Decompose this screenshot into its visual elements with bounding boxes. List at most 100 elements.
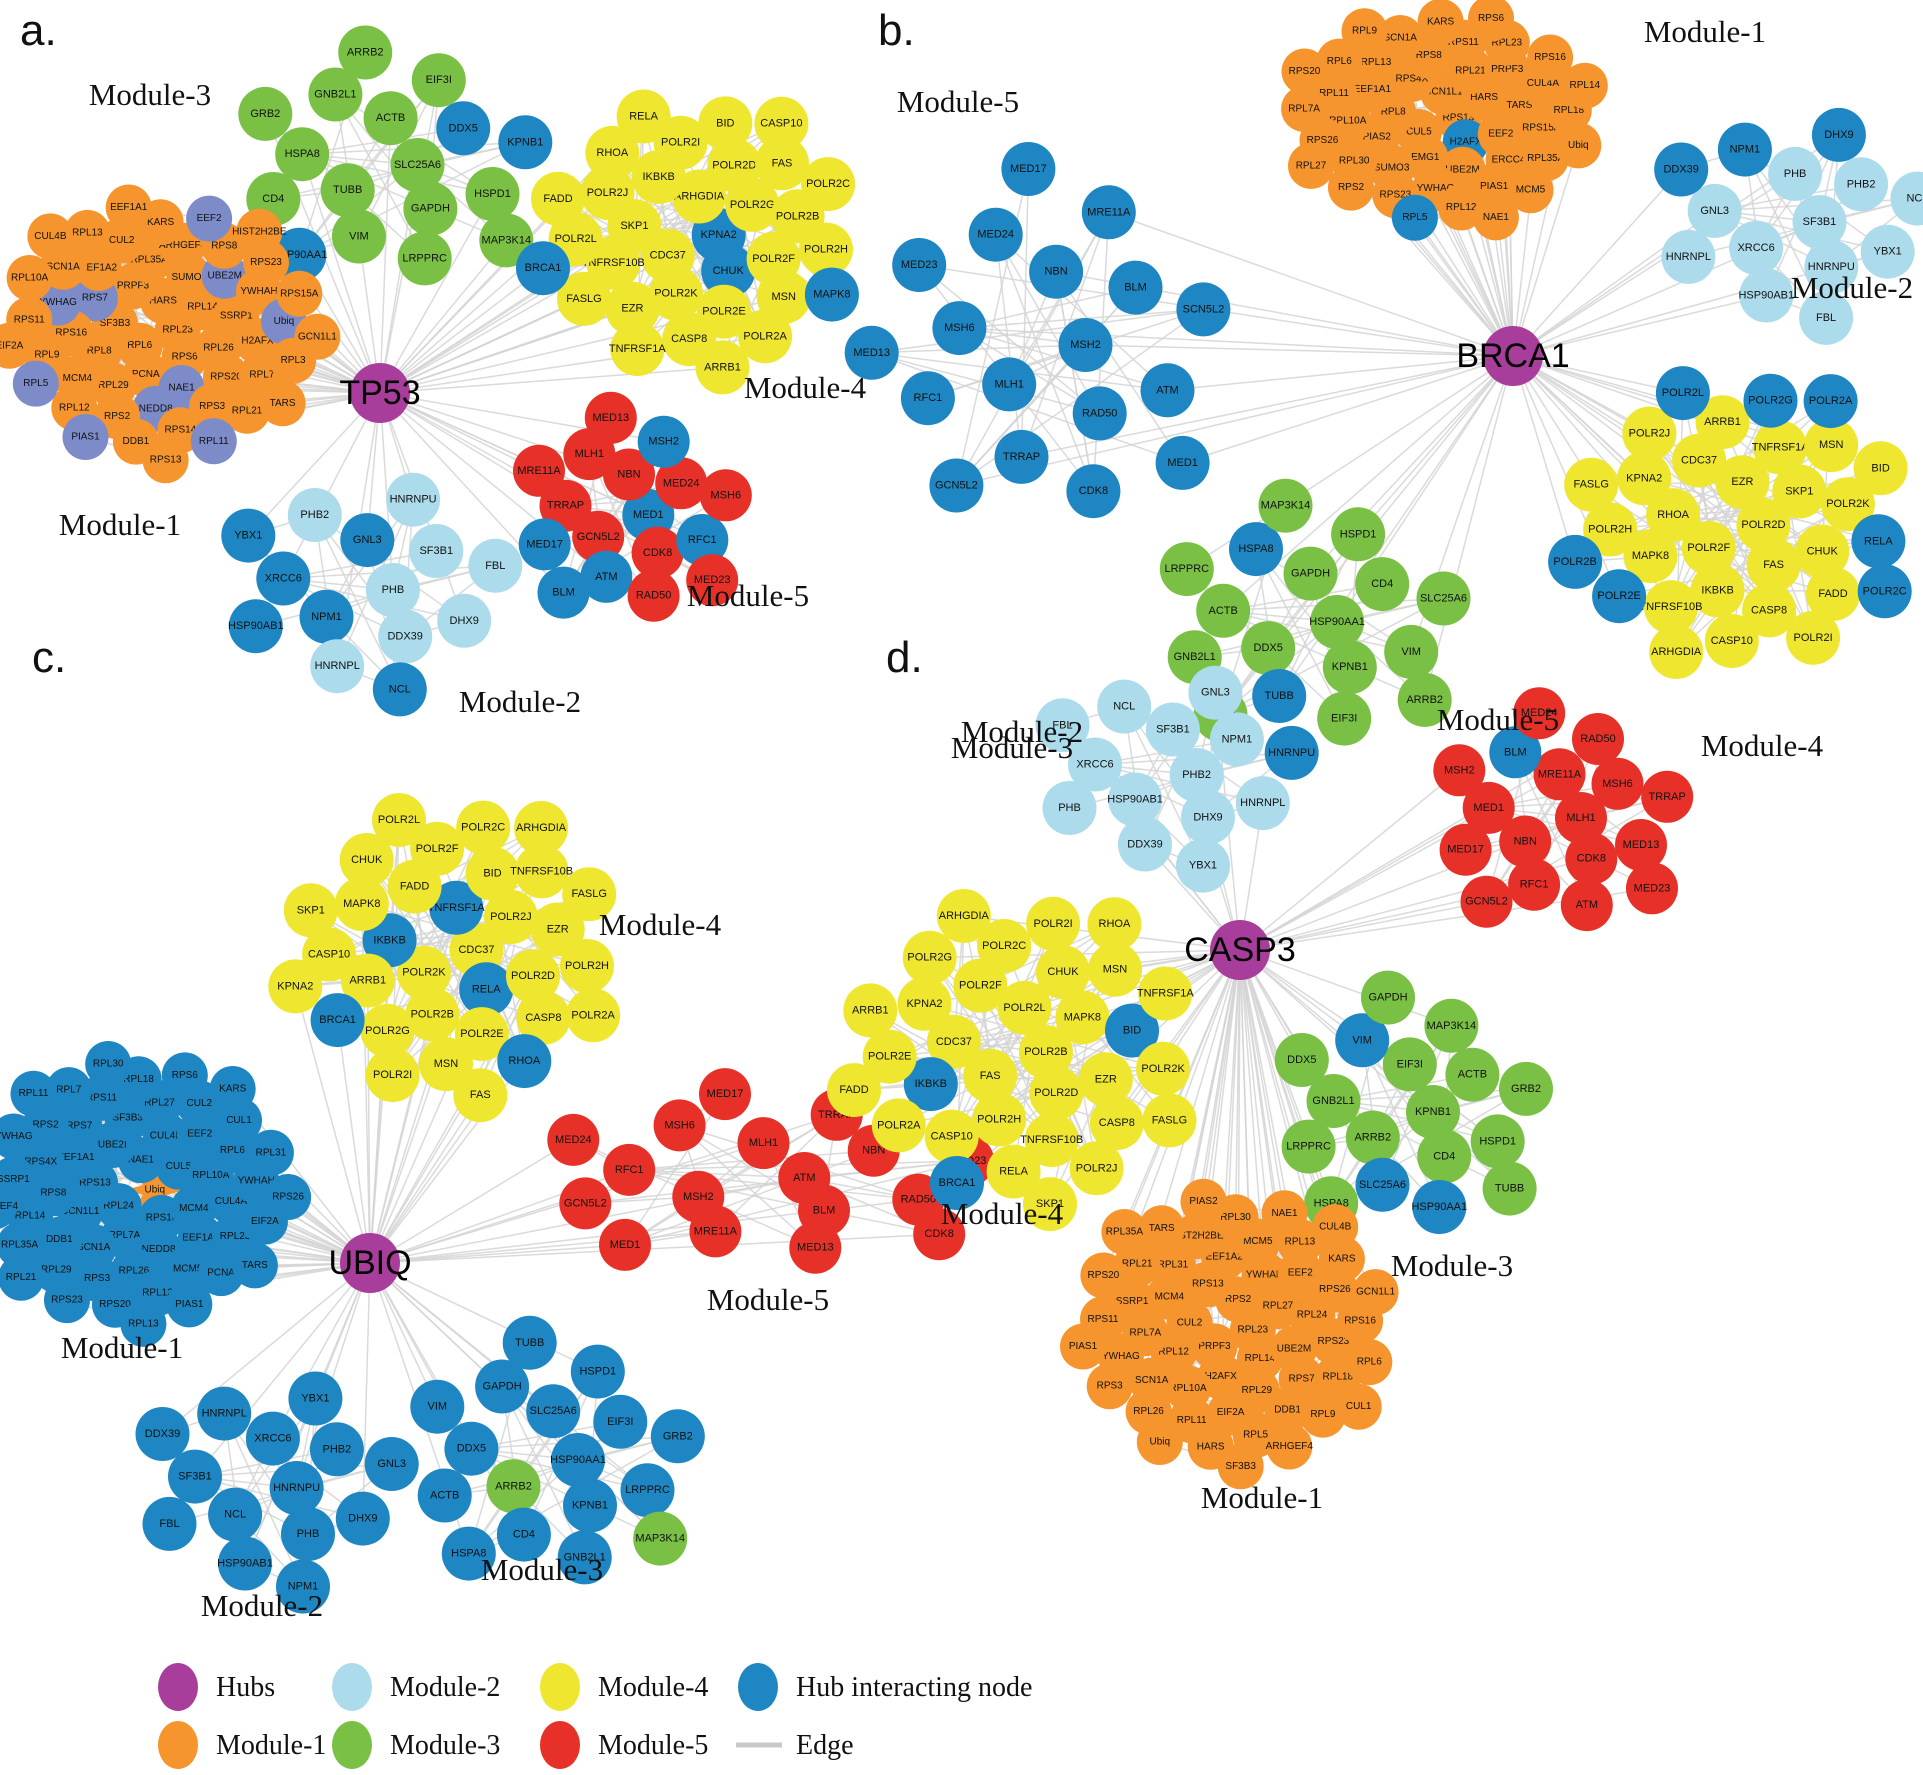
node-DDX39[interactable]: DDX39 <box>1118 817 1172 872</box>
node-GAPDH[interactable]: GAPDH <box>1361 970 1415 1025</box>
node-circle[interactable] <box>1572 713 1624 765</box>
node-circle[interactable] <box>977 919 1032 973</box>
node-MRE11A[interactable]: MRE11A <box>1533 748 1586 801</box>
node-circle[interactable] <box>1024 1113 1079 1168</box>
node-circle[interactable] <box>1328 164 1374 211</box>
node-circle[interactable] <box>930 1156 984 1210</box>
node-RPS2[interactable]: RPS2 <box>1328 164 1374 211</box>
node-KARS[interactable]: KARS <box>209 1066 256 1112</box>
node-circle[interactable] <box>1088 942 1142 997</box>
node-circle[interactable] <box>843 983 898 1038</box>
node-circle[interactable] <box>1036 945 1090 1000</box>
node-circle[interactable] <box>755 136 809 191</box>
node-circle[interactable] <box>929 458 984 513</box>
node-circle[interactable] <box>862 1029 917 1084</box>
node-circle[interactable] <box>1345 1110 1400 1165</box>
node-circle[interactable] <box>1499 815 1552 868</box>
node-PIAS1[interactable]: PIAS1 <box>1060 1323 1106 1370</box>
node-circle[interactable] <box>1499 1061 1553 1116</box>
node-circle[interactable] <box>1081 185 1136 240</box>
node-MSH6[interactable]: MSH6 <box>699 469 752 522</box>
node-circle[interactable] <box>1069 1141 1124 1196</box>
node-DDX39[interactable]: DDX39 <box>1654 142 1709 197</box>
node-circle[interactable] <box>1060 1323 1106 1370</box>
node-LRPPRC[interactable]: LRPPRC <box>1281 1119 1336 1174</box>
node-FBL[interactable]: FBL <box>142 1496 197 1551</box>
node-ARRB1[interactable]: ARRB1 <box>843 983 898 1038</box>
node-circle[interactable] <box>1176 282 1231 337</box>
node-circle[interactable] <box>419 1037 473 1092</box>
node-circle[interactable] <box>1742 583 1797 638</box>
node-circle[interactable] <box>737 1117 790 1170</box>
node-circle[interactable] <box>10 1070 57 1117</box>
node-circle[interactable] <box>986 1144 1041 1199</box>
node-MED17[interactable]: MED17 <box>1439 823 1492 876</box>
node-circle[interactable] <box>105 184 152 231</box>
node-TUBB[interactable]: TUBB <box>1252 669 1307 723</box>
node-IKBKB[interactable]: IKBKB <box>1690 563 1745 618</box>
node-circle[interactable] <box>1310 595 1365 649</box>
node-circle[interactable] <box>1468 0 1514 42</box>
node-NPM1[interactable]: NPM1 <box>1209 712 1264 767</box>
node-circle[interactable] <box>900 371 955 426</box>
node-GAPDH[interactable]: GAPDH <box>1283 546 1338 601</box>
node-circle[interactable] <box>459 962 514 1017</box>
node-MED13[interactable]: MED13 <box>789 1221 842 1274</box>
node-circle[interactable] <box>844 325 899 380</box>
node-circle[interactable] <box>437 593 492 648</box>
node-RPL31[interactable]: RPL31 <box>247 1129 294 1176</box>
node-circle[interactable] <box>1424 998 1479 1053</box>
node-circle[interactable] <box>397 231 452 286</box>
node-MED17[interactable]: MED17 <box>518 518 571 571</box>
node-POLR2H[interactable]: POLR2H <box>972 1092 1027 1147</box>
node-RPS23[interactable]: RPS23 <box>44 1277 90 1324</box>
node-RELA[interactable]: RELA <box>616 89 671 144</box>
node-circle[interactable] <box>197 1386 252 1441</box>
node-circle[interactable] <box>390 138 445 192</box>
node-circle[interactable] <box>593 1394 648 1449</box>
node-ATM[interactable]: ATM <box>1560 879 1613 932</box>
node-circle[interactable] <box>1001 142 1056 196</box>
node-circle[interactable] <box>1023 1177 1077 1232</box>
node-circle[interactable] <box>572 510 625 563</box>
node-circle[interactable] <box>1335 1383 1382 1430</box>
node-circle[interactable] <box>1068 737 1122 792</box>
node-ARHGDIA[interactable]: ARHGDIA <box>936 889 991 943</box>
node-PHB2[interactable]: PHB2 <box>287 488 342 542</box>
node-RPL11[interactable]: RPL11 <box>10 1070 57 1117</box>
node-circle[interactable] <box>1470 1114 1525 1169</box>
node-circle[interactable] <box>1623 529 1678 584</box>
node-circle[interactable] <box>269 1461 324 1515</box>
node-circle[interactable] <box>1377 15 1424 61</box>
node-circle[interactable] <box>208 1487 263 1542</box>
node-circle[interactable] <box>1655 366 1710 421</box>
node-POLR2E[interactable]: POLR2E <box>1592 569 1647 624</box>
node-HNRNPU[interactable]: HNRNPU <box>1264 725 1319 780</box>
node-ACTB[interactable]: ACTB <box>1445 1047 1500 1102</box>
node-FASLG[interactable]: FASLG <box>1564 457 1619 512</box>
node-BID[interactable]: BID <box>698 96 753 151</box>
node-circle[interactable] <box>0 1113 37 1160</box>
node-circle[interactable] <box>1753 420 1808 475</box>
node-circle[interactable] <box>633 1511 688 1566</box>
node-NAE1[interactable]: NAE1 <box>1472 194 1519 241</box>
node-circle[interactable] <box>897 976 952 1031</box>
node-KPNB1[interactable]: KPNB1 <box>1322 640 1377 695</box>
node-RAD50[interactable]: RAD50 <box>627 569 680 622</box>
node-DHX9[interactable]: DHX9 <box>335 1491 390 1546</box>
node-DDX39[interactable]: DDX39 <box>135 1407 190 1461</box>
node-circle[interactable] <box>1489 726 1542 779</box>
node-circle[interactable] <box>135 1407 190 1461</box>
node-circle[interactable] <box>465 846 520 901</box>
node-circle[interactable] <box>1035 698 1090 753</box>
node-circle[interactable] <box>45 1067 92 1114</box>
node-MED17[interactable]: MED17 <box>1001 142 1056 196</box>
node-circle[interactable] <box>1433 744 1486 797</box>
node-circle[interactable] <box>1169 748 1224 802</box>
node-MRE11A[interactable]: MRE11A <box>1081 185 1136 240</box>
node-circle[interactable] <box>1591 757 1644 810</box>
hub-BRCA1[interactable]: BRCA1 <box>1456 326 1570 386</box>
node-circle[interactable] <box>599 1218 651 1271</box>
node-circle[interactable] <box>1078 1052 1133 1107</box>
node-circle[interactable] <box>1317 691 1372 746</box>
